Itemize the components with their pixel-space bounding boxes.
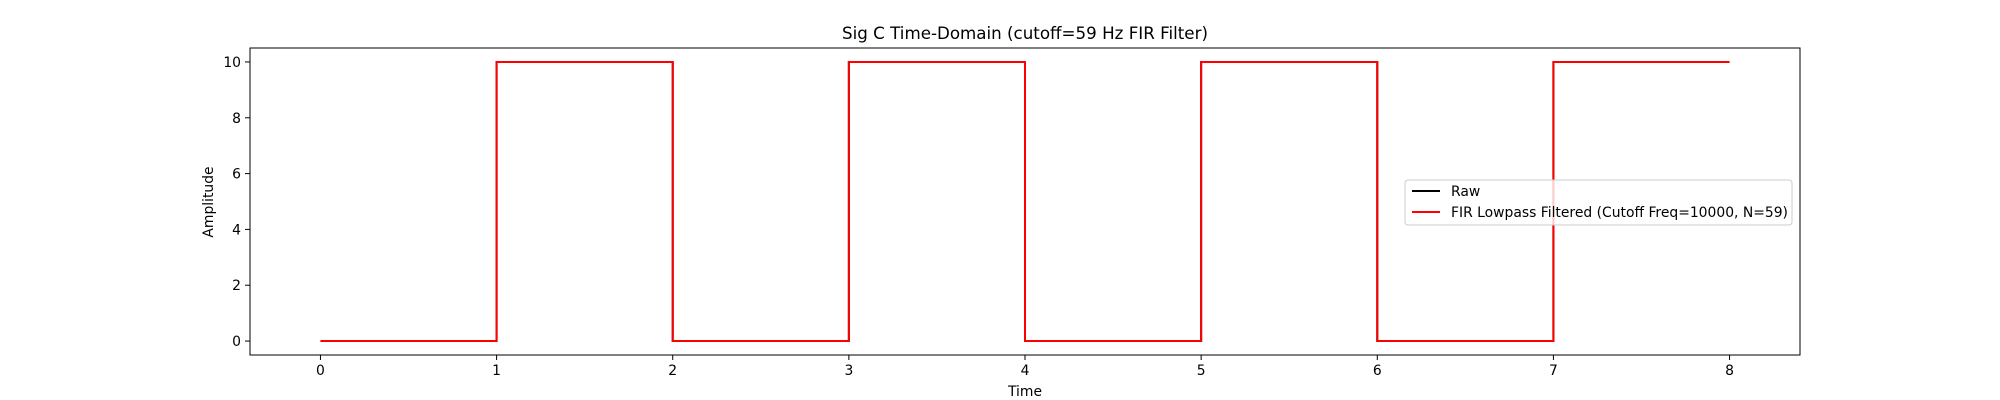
series-layer xyxy=(320,60,1730,343)
legend: Raw FIR Lowpass Filtered (Cutoff Freq=10… xyxy=(1404,179,1793,226)
series-line-fir-filtered xyxy=(320,60,1730,343)
x-tick-label: 5 xyxy=(1197,363,1206,379)
y-tick-label: 4 xyxy=(232,222,241,238)
x-tick-label: 8 xyxy=(1725,363,1734,379)
x-tick-label: 6 xyxy=(1373,363,1382,379)
y-tick-label: 6 xyxy=(232,167,241,183)
x-axis-ticks: 0 1 2 3 4 5 6 7 8 xyxy=(316,355,1734,379)
legend-label-raw: Raw xyxy=(1451,184,1480,200)
y-tick-label: 10 xyxy=(223,55,241,71)
y-axis-title: Amplitude xyxy=(201,166,217,237)
y-tick-label: 0 xyxy=(232,334,241,350)
chart-title: Sig C Time-Domain (cutoff=59 Hz FIR Filt… xyxy=(842,23,1208,43)
x-axis-title: Time xyxy=(1007,384,1042,400)
x-tick-label: 3 xyxy=(844,363,853,379)
x-tick-label: 2 xyxy=(668,363,677,379)
y-axis-ticks: 0 2 4 6 8 10 xyxy=(223,55,250,350)
x-tick-label: 1 xyxy=(492,363,501,379)
y-tick-label: 8 xyxy=(232,111,241,127)
x-tick-label: 4 xyxy=(1021,363,1030,379)
y-tick-label: 2 xyxy=(232,278,241,294)
x-tick-label: 7 xyxy=(1549,363,1558,379)
x-tick-label: 0 xyxy=(316,363,325,379)
legend-label-fir-filtered: FIR Lowpass Filtered (Cutoff Freq=10000,… xyxy=(1451,205,1788,221)
legend-box xyxy=(1404,179,1793,226)
